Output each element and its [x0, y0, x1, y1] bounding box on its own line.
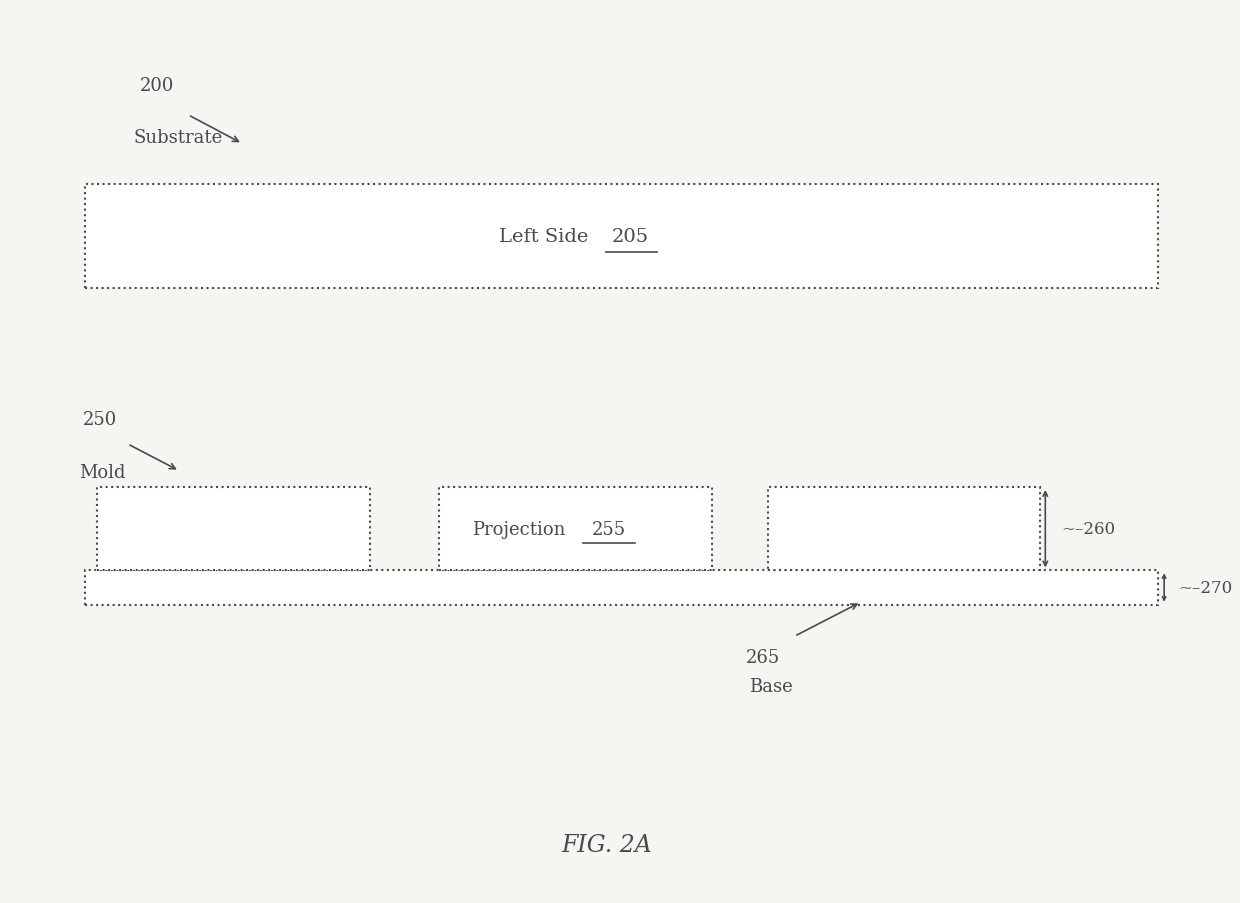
Text: 265: 265	[745, 648, 780, 666]
Text: Left Side: Left Side	[498, 228, 588, 246]
FancyBboxPatch shape	[84, 185, 1158, 289]
Text: ~–270: ~–270	[1179, 580, 1233, 596]
FancyBboxPatch shape	[768, 488, 1040, 571]
Text: Mold: Mold	[79, 463, 125, 481]
FancyBboxPatch shape	[84, 571, 1158, 605]
Text: ~–260: ~–260	[1061, 521, 1115, 537]
Text: FIG. 2A: FIG. 2A	[560, 833, 652, 856]
Text: 255: 255	[591, 520, 626, 538]
Text: 205: 205	[613, 228, 650, 246]
FancyBboxPatch shape	[97, 488, 370, 571]
Text: Substrate: Substrate	[134, 129, 223, 147]
Text: 250: 250	[83, 411, 117, 429]
Text: 200: 200	[139, 77, 174, 95]
FancyBboxPatch shape	[439, 488, 712, 571]
Text: Base: Base	[749, 677, 794, 695]
Text: Projection: Projection	[471, 520, 565, 538]
